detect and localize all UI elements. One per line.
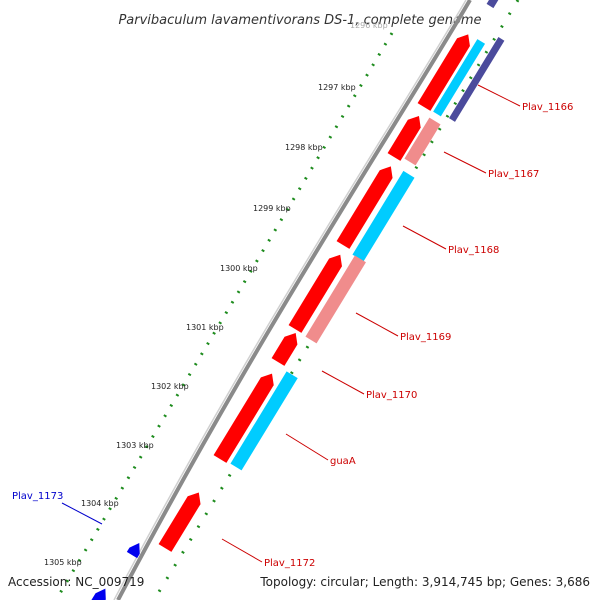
gene-block-reverse[interactable] — [126, 543, 140, 559]
tick-label: 1304 kbp — [81, 499, 119, 508]
tick-label: 1302 kbp — [151, 382, 189, 391]
tick-label: 1296 kbp — [350, 21, 388, 30]
gene-block[interactable] — [271, 332, 298, 366]
accession-text: Accession: NC_009719 — [8, 575, 144, 589]
gene-block[interactable] — [158, 492, 201, 552]
genome-backbone — [116, 0, 472, 600]
tick-label: 1298 kbp — [285, 143, 323, 152]
genome-summary-text: Topology: circular; Length: 3,914,745 bp… — [259, 575, 590, 589]
gene-label-plav-1167[interactable]: Plav_1167 — [488, 169, 539, 180]
cds-block[interactable] — [352, 170, 415, 262]
gene-block[interactable] — [336, 166, 393, 249]
outer-tick-dots — [54, 32, 394, 600]
cds-block[interactable] — [230, 371, 298, 471]
tick-label: 1297 kbp — [318, 83, 356, 92]
tick-label: 1301 kbp — [186, 323, 224, 332]
gene-label-guaa[interactable]: guaA — [330, 456, 356, 467]
gene-label-plav-1173[interactable]: Plav_1173 — [12, 491, 63, 502]
gene-label-plav-1170[interactable]: Plav_1170 — [366, 390, 417, 401]
tick-label: 1300 kbp — [220, 264, 258, 273]
gene-block[interactable] — [213, 373, 274, 463]
gene-block-reverse[interactable] — [91, 588, 106, 600]
tick-label: 1299 kbp — [253, 204, 291, 213]
tick-labels: 1296 kbp 1297 kbp 1298 kbp 1299 kbp 1300… — [44, 21, 388, 567]
map-title: Parvibaculum lavamentivorans DS-1, compl… — [118, 13, 481, 28]
gene-labels: Plav_1166 Plav_1167 Plav_1168 Plav_1169 … — [12, 102, 573, 569]
cds-block[interactable] — [305, 255, 366, 344]
cds-block[interactable] — [433, 39, 486, 117]
gene-label-plav-1172[interactable]: Plav_1172 — [264, 558, 315, 569]
gene-track — [91, 0, 505, 600]
tick-label: 1303 kbp — [116, 441, 154, 450]
gene-label-plav-1168[interactable]: Plav_1168 — [448, 245, 499, 256]
tick-label: 1305 kbp — [44, 558, 82, 567]
gene-block-dark[interactable] — [486, 0, 500, 9]
gene-label-plav-1169[interactable]: Plav_1169 — [400, 332, 451, 343]
gene-block[interactable] — [387, 116, 421, 161]
cds-block[interactable] — [404, 117, 441, 166]
leader-lines — [61, 84, 521, 563]
gene-block[interactable] — [288, 254, 342, 333]
gene-label-plav-1166[interactable]: Plav_1166 — [522, 102, 573, 113]
gene-block[interactable] — [417, 34, 470, 111]
gene-block-dark[interactable] — [449, 37, 505, 122]
genome-backbone-highlight — [113, 0, 467, 600]
